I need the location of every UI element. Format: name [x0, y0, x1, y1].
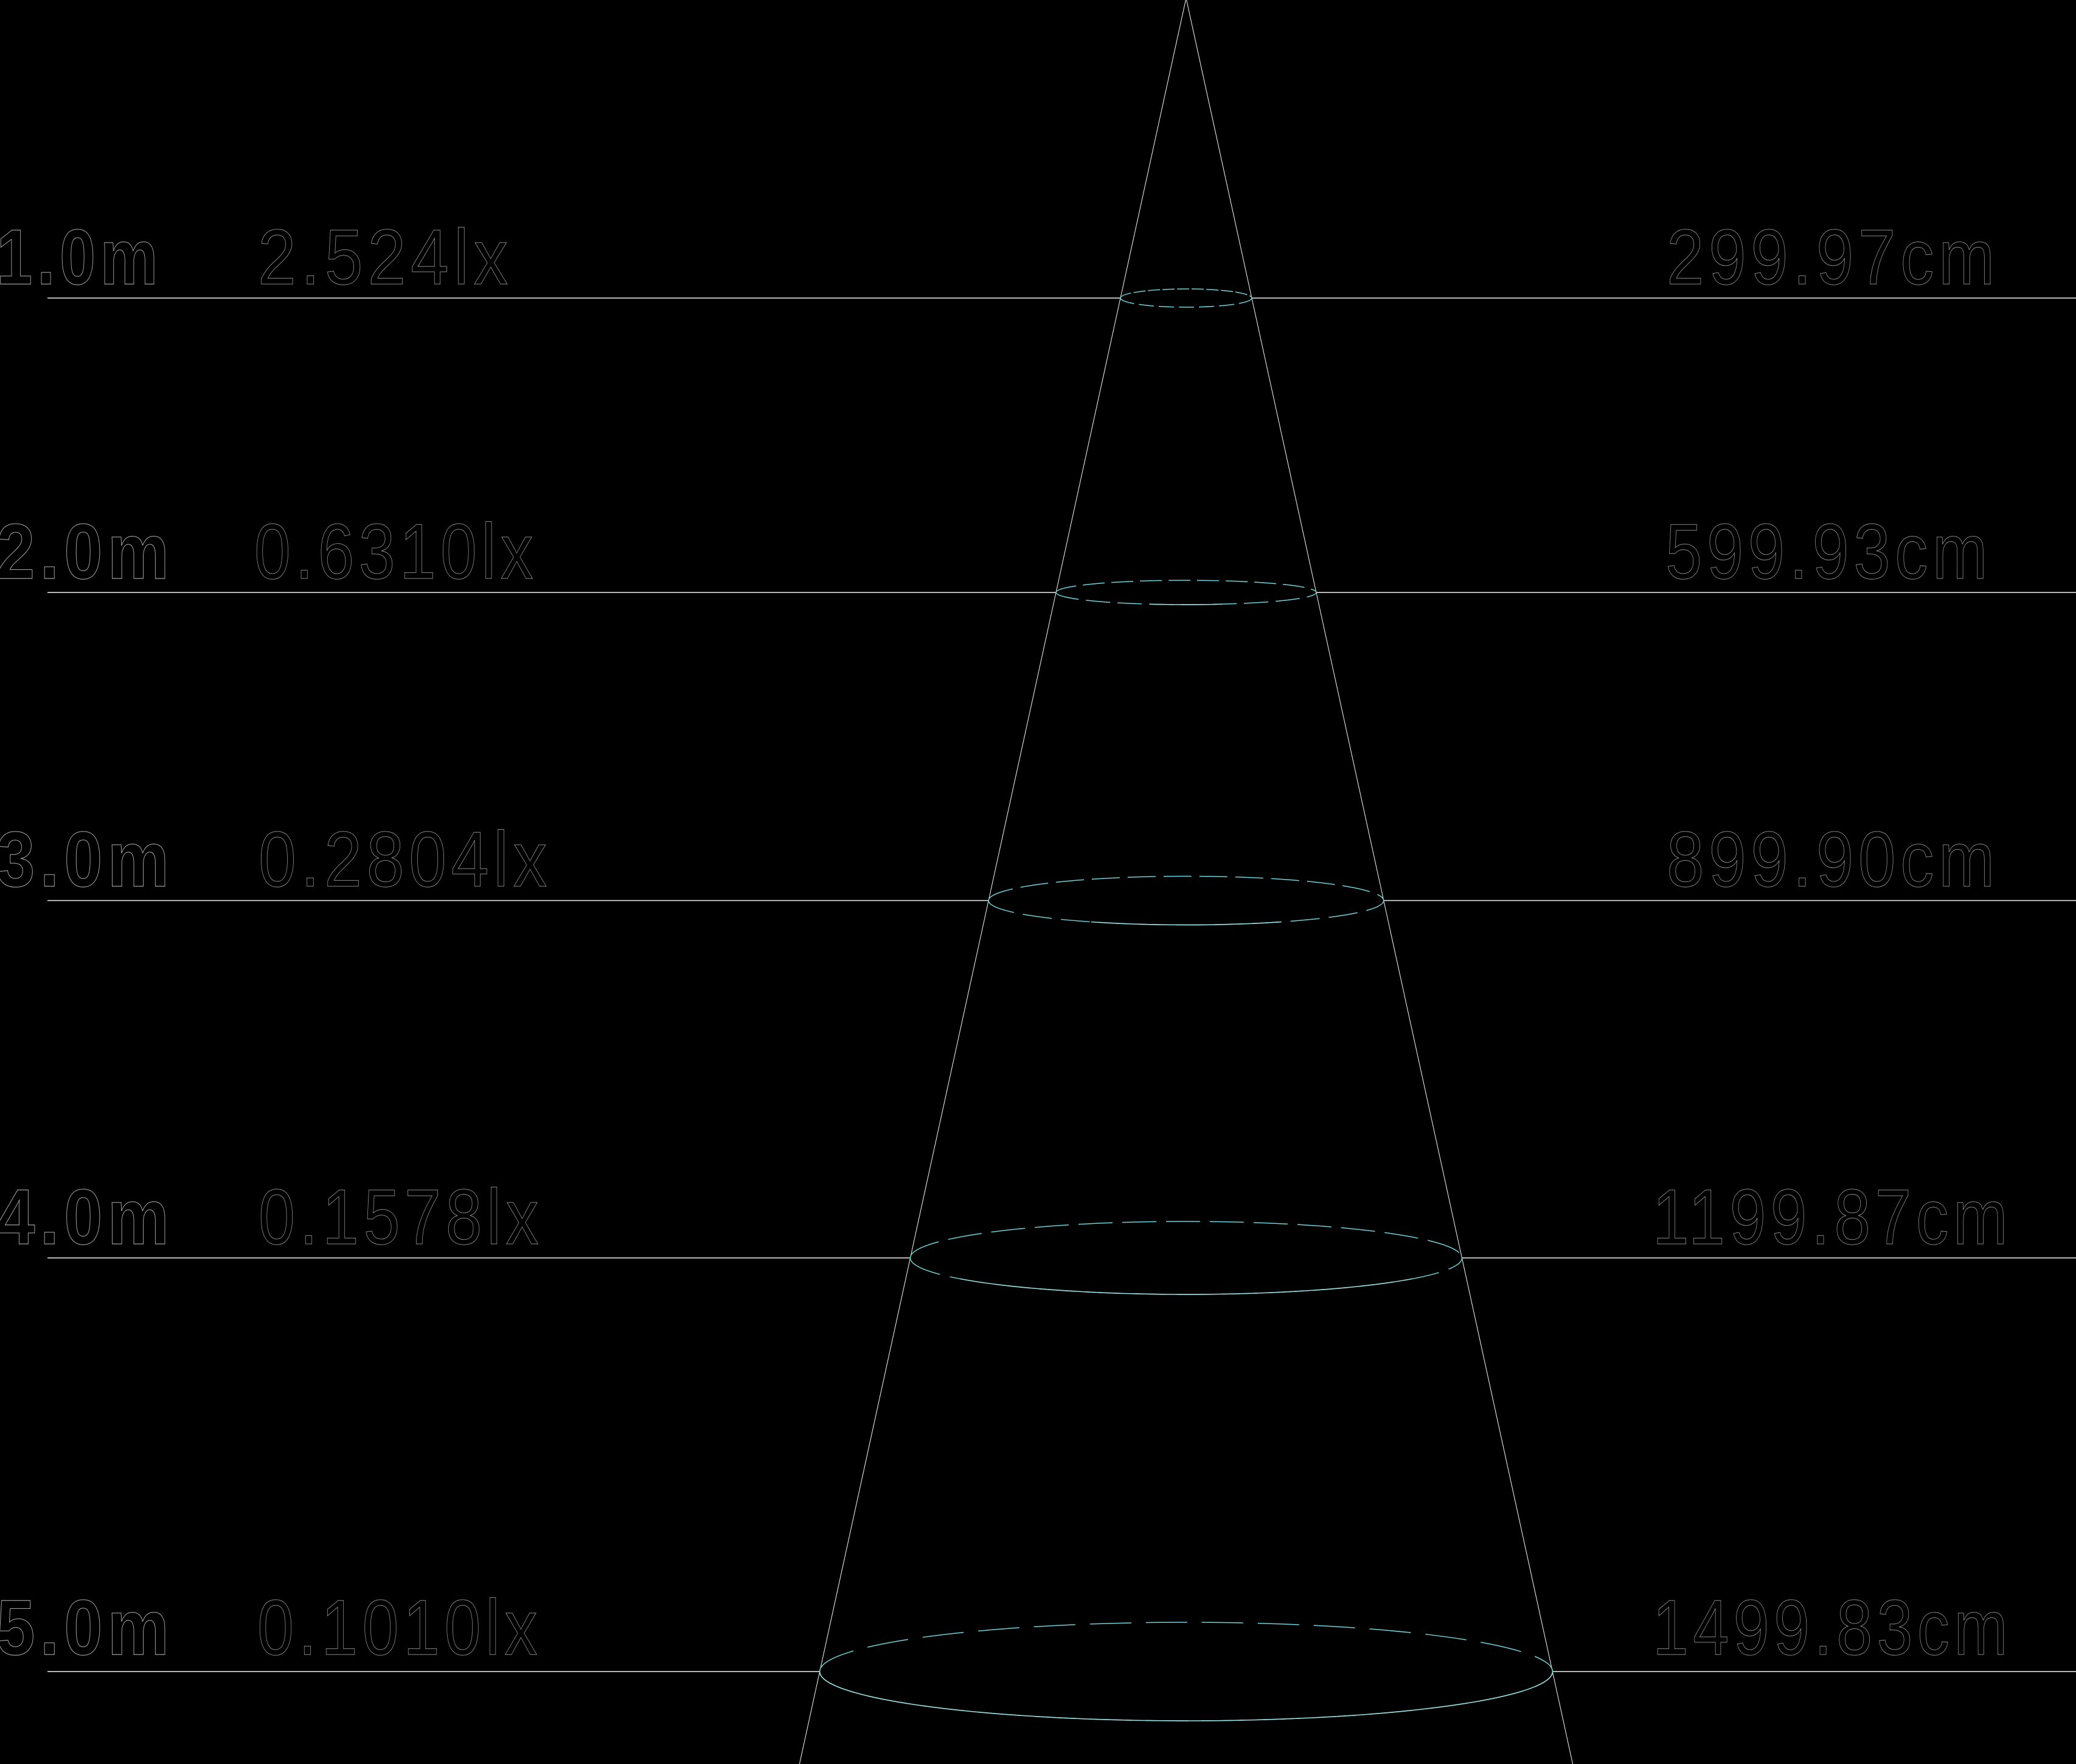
svg-text:299.97cm: 299.97cm: [1667, 214, 1999, 301]
svg-text:0.2804lx: 0.2804lx: [259, 816, 552, 903]
svg-text:1199.87cm: 1199.87cm: [1653, 1173, 2012, 1261]
svg-text:0.6310lx: 0.6310lx: [254, 508, 538, 596]
svg-text:0.1010lx: 0.1010lx: [257, 1584, 542, 1672]
svg-text:1.0m: 1.0m: [0, 214, 162, 301]
svg-text:1499.83cm: 1499.83cm: [1653, 1584, 2012, 1672]
svg-text:599.93cm: 599.93cm: [1665, 508, 1992, 596]
svg-text:2.524lx: 2.524lx: [258, 214, 513, 301]
svg-text:2.0m: 2.0m: [0, 508, 174, 596]
svg-text:3.0m: 3.0m: [0, 816, 174, 903]
svg-text:4.0m: 4.0m: [0, 1173, 174, 1261]
svg-text:899.90cm: 899.90cm: [1667, 816, 1999, 903]
svg-text:0.1578lx: 0.1578lx: [259, 1173, 543, 1261]
svg-text:5.0m: 5.0m: [0, 1584, 174, 1672]
